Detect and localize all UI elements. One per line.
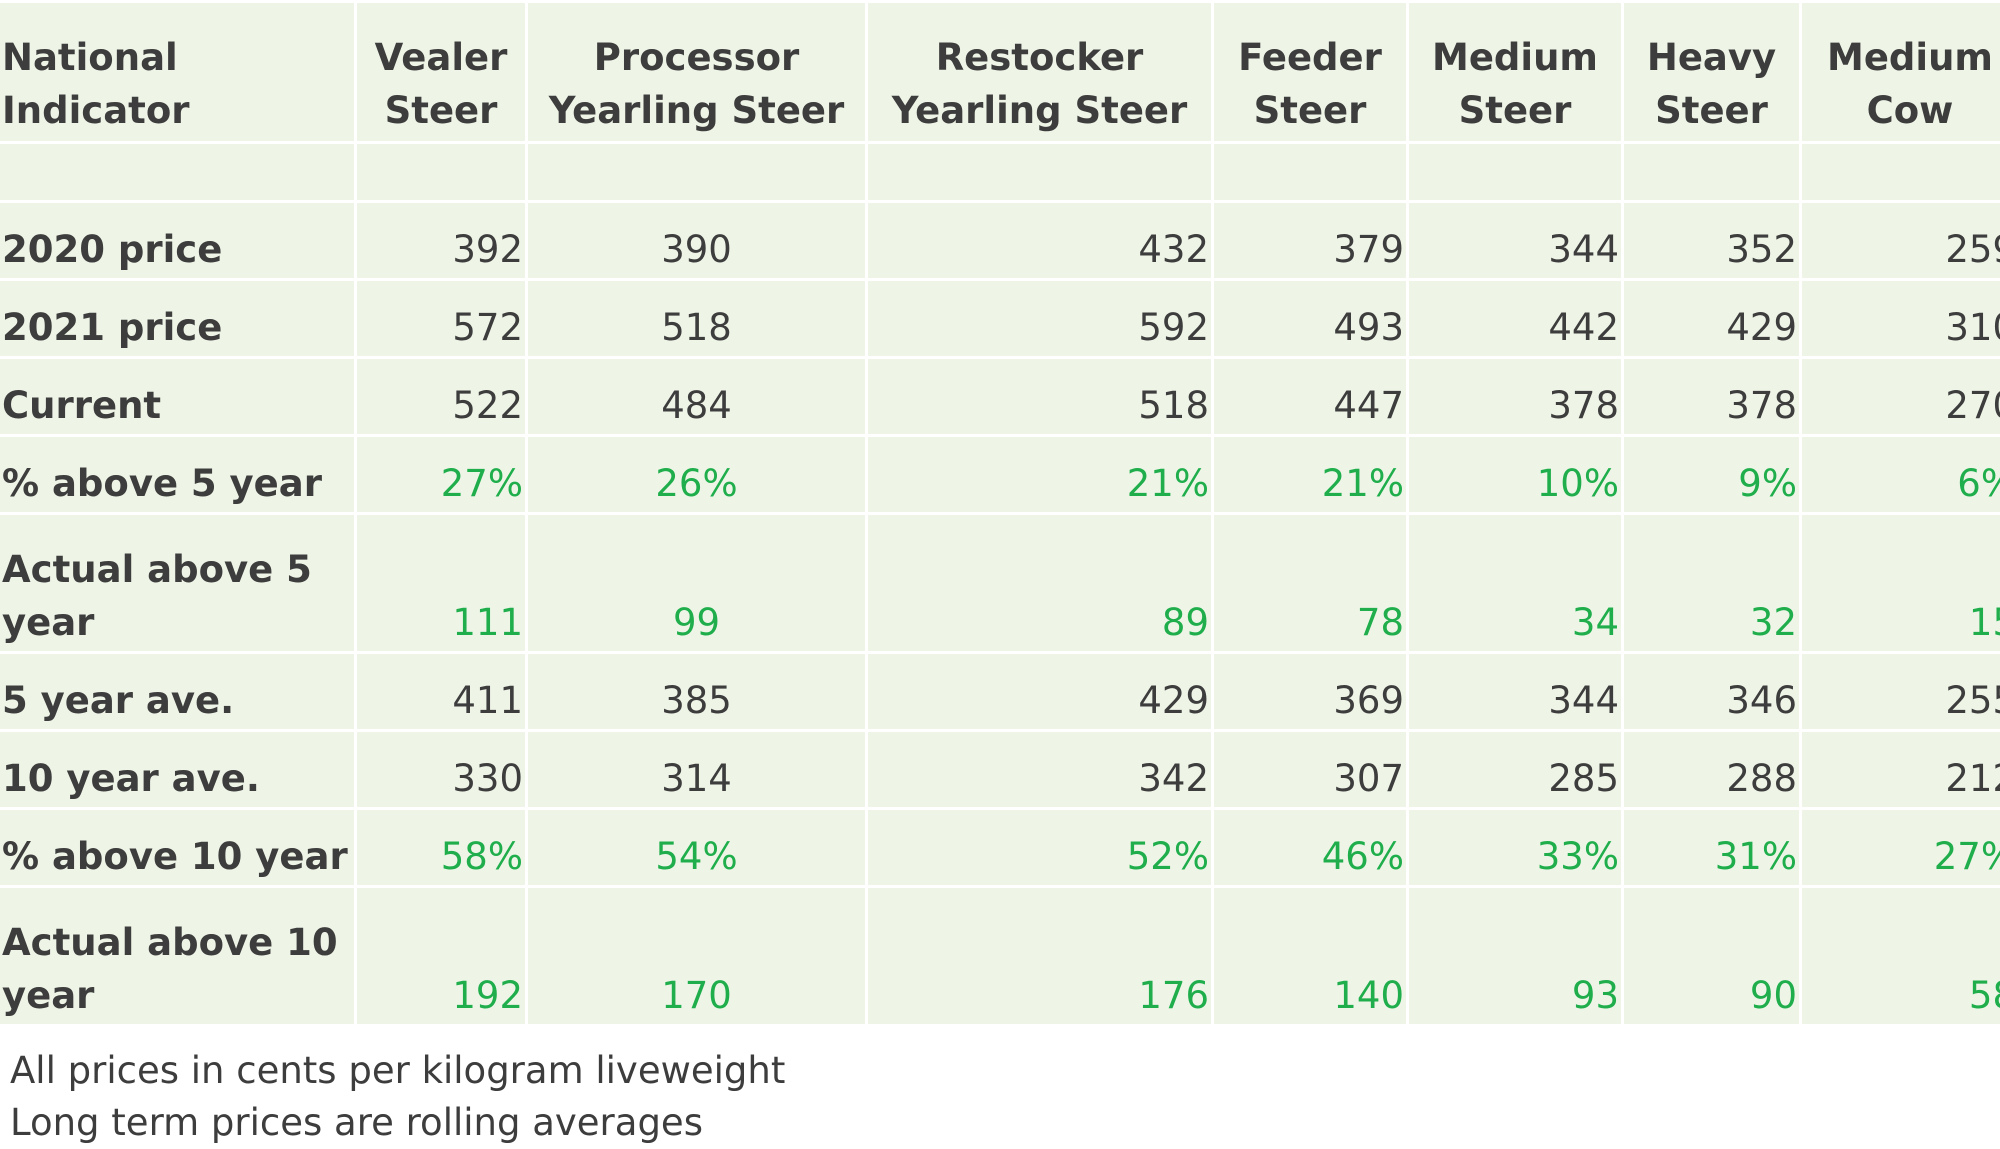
table-cell: 99 (528, 515, 865, 651)
table-row: Actual above 10 year 192 170 176 140 93 … (0, 888, 2000, 1024)
table-cell: 447 (1214, 359, 1406, 434)
table-cell: 592 (868, 281, 1211, 356)
table-cell: 518 (528, 281, 865, 356)
table-row: 5 year ave. 411 385 429 369 344 346 255 (0, 654, 2000, 729)
header-national-indicator: National Indicator (0, 3, 354, 141)
note-rolling-averages: Long term prices are rolling averages (10, 1101, 703, 1144)
table-row: 10 year ave. 330 314 342 307 285 288 212 (0, 732, 2000, 807)
row-label: 2020 price (0, 203, 354, 278)
table-row: % above 10 year 58% 54% 52% 46% 33% 31% … (0, 810, 2000, 885)
header-restocker-yearling-steer: Restocker Yearling Steer (868, 3, 1211, 141)
table-cell: 429 (1624, 281, 1799, 356)
table-cell: 310 (1802, 281, 2000, 356)
note-units: All prices in cents per kilogram livewei… (10, 1049, 786, 1092)
table-cell: 78 (1214, 515, 1406, 651)
table-cell: 21% (1214, 437, 1406, 512)
table-cell: 33% (1409, 810, 1621, 885)
table-cell: 21% (868, 437, 1211, 512)
table-cell: 518 (868, 359, 1211, 434)
row-label: 2021 price (0, 281, 354, 356)
table-row: 2021 price 572 518 592 493 442 429 310 (0, 281, 2000, 356)
header-vealer-steer: Vealer Steer (357, 3, 525, 141)
table-cell: 176 (868, 888, 1211, 1024)
table-cell: 34 (1409, 515, 1621, 651)
table-cell: 346 (1624, 654, 1799, 729)
table-cell: 390 (528, 203, 865, 278)
table-cell: 442 (1409, 281, 1621, 356)
table-cell: 522 (357, 359, 525, 434)
table-cell: 378 (1409, 359, 1621, 434)
table-row: % above 5 year 27% 26% 21% 21% 10% 9% 6% (0, 437, 2000, 512)
table-cell: 352 (1624, 203, 1799, 278)
table-header-row: National Indicator Vealer Steer Processo… (0, 3, 2000, 141)
table-row: Current 522 484 518 447 378 378 270 (0, 359, 2000, 434)
table-cell: 46% (1214, 810, 1406, 885)
row-label: 5 year ave. (0, 654, 354, 729)
table-cell: 9% (1624, 437, 1799, 512)
table-cell: 493 (1214, 281, 1406, 356)
spacer-row (0, 144, 2000, 200)
table-cell: 15 (1802, 515, 2000, 651)
table-cell: 330 (357, 732, 525, 807)
table-cell: 6% (1802, 437, 2000, 512)
table-cell: 378 (1624, 359, 1799, 434)
table-cell: 572 (357, 281, 525, 356)
table-cell: 379 (1214, 203, 1406, 278)
table-cell: 27% (1802, 810, 2000, 885)
table-cell: 429 (868, 654, 1211, 729)
table-cell: 392 (357, 203, 525, 278)
table-cell: 52% (868, 810, 1211, 885)
table-cell: 411 (357, 654, 525, 729)
row-label: Actual above 5 year (0, 515, 354, 651)
row-label: Current (0, 359, 354, 434)
row-label: Actual above 10 year (0, 888, 354, 1024)
header-heavy-steer: Heavy Steer (1624, 3, 1799, 141)
table-cell: 344 (1409, 203, 1621, 278)
row-label: % above 10 year (0, 810, 354, 885)
table-row: Actual above 5 year 111 99 89 78 34 32 1… (0, 515, 2000, 651)
table-cell: 484 (528, 359, 865, 434)
national-indicator-table: National Indicator Vealer Steer Processo… (0, 3, 2000, 1024)
table-cell: 314 (528, 732, 865, 807)
table-cell: 369 (1214, 654, 1406, 729)
row-label: 10 year ave. (0, 732, 354, 807)
table-cell: 89 (868, 515, 1211, 651)
table-row: 2020 price 392 390 432 379 344 352 259 (0, 203, 2000, 278)
table-cell: 212 (1802, 732, 2000, 807)
row-label: % above 5 year (0, 437, 354, 512)
table-cell: 93 (1409, 888, 1621, 1024)
table-notes: All prices in cents per kilogram livewei… (10, 1045, 785, 1149)
table-cell: 385 (528, 654, 865, 729)
table-cell: 26% (528, 437, 865, 512)
table-cell: 259 (1802, 203, 2000, 278)
table-cell: 432 (868, 203, 1211, 278)
table-cell: 270 (1802, 359, 2000, 434)
header-medium-cow: Medium Cow (1802, 3, 2000, 141)
table-cell: 58% (357, 810, 525, 885)
table-cell: 192 (357, 888, 525, 1024)
header-processor-yearling-steer: Processor Yearling Steer (528, 3, 865, 141)
table-cell: 288 (1624, 732, 1799, 807)
table-cell: 285 (1409, 732, 1621, 807)
table-cell: 58 (1802, 888, 2000, 1024)
table-cell: 342 (868, 732, 1211, 807)
table-cell: 32 (1624, 515, 1799, 651)
table-cell: 54% (528, 810, 865, 885)
table-cell: 111 (357, 515, 525, 651)
header-medium-steer: Medium Steer (1409, 3, 1621, 141)
table-cell: 255 (1802, 654, 2000, 729)
table-cell: 31% (1624, 810, 1799, 885)
table-cell: 344 (1409, 654, 1621, 729)
header-feeder-steer: Feeder Steer (1214, 3, 1406, 141)
table-cell: 90 (1624, 888, 1799, 1024)
table-cell: 140 (1214, 888, 1406, 1024)
table-cell: 170 (528, 888, 865, 1024)
table-cell: 307 (1214, 732, 1406, 807)
table-cell: 27% (357, 437, 525, 512)
table-cell: 10% (1409, 437, 1621, 512)
